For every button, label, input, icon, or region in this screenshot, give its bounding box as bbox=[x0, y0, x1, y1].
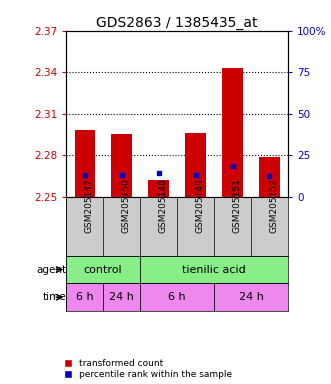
Text: GSM205147: GSM205147 bbox=[85, 178, 94, 233]
Text: time: time bbox=[43, 292, 66, 302]
Text: GSM205150: GSM205150 bbox=[122, 178, 131, 233]
Bar bbox=[222, 68, 243, 197]
Bar bbox=[103, 283, 140, 311]
Bar bbox=[66, 283, 103, 311]
Text: agent: agent bbox=[36, 265, 66, 275]
Text: control: control bbox=[84, 265, 122, 275]
Text: 24 h: 24 h bbox=[109, 292, 134, 302]
Text: GSM205149: GSM205149 bbox=[196, 178, 205, 233]
Text: GSM205148: GSM205148 bbox=[159, 178, 167, 233]
Bar bbox=[112, 134, 132, 197]
Bar bbox=[214, 283, 288, 311]
Title: GDS2863 / 1385435_at: GDS2863 / 1385435_at bbox=[96, 16, 258, 30]
Text: GSM205151: GSM205151 bbox=[232, 178, 242, 233]
Text: 24 h: 24 h bbox=[239, 292, 263, 302]
Bar bbox=[140, 256, 288, 283]
Text: 6 h: 6 h bbox=[76, 292, 93, 302]
Bar bbox=[74, 130, 95, 197]
Text: tienilic acid: tienilic acid bbox=[182, 265, 246, 275]
Bar bbox=[140, 283, 214, 311]
Text: GSM205152: GSM205152 bbox=[269, 178, 278, 233]
Bar bbox=[185, 133, 206, 197]
Bar bbox=[148, 180, 169, 197]
Bar bbox=[259, 157, 280, 197]
Bar bbox=[66, 256, 140, 283]
Text: 6 h: 6 h bbox=[168, 292, 186, 302]
Legend: transformed count, percentile rank within the sample: transformed count, percentile rank withi… bbox=[64, 359, 232, 379]
